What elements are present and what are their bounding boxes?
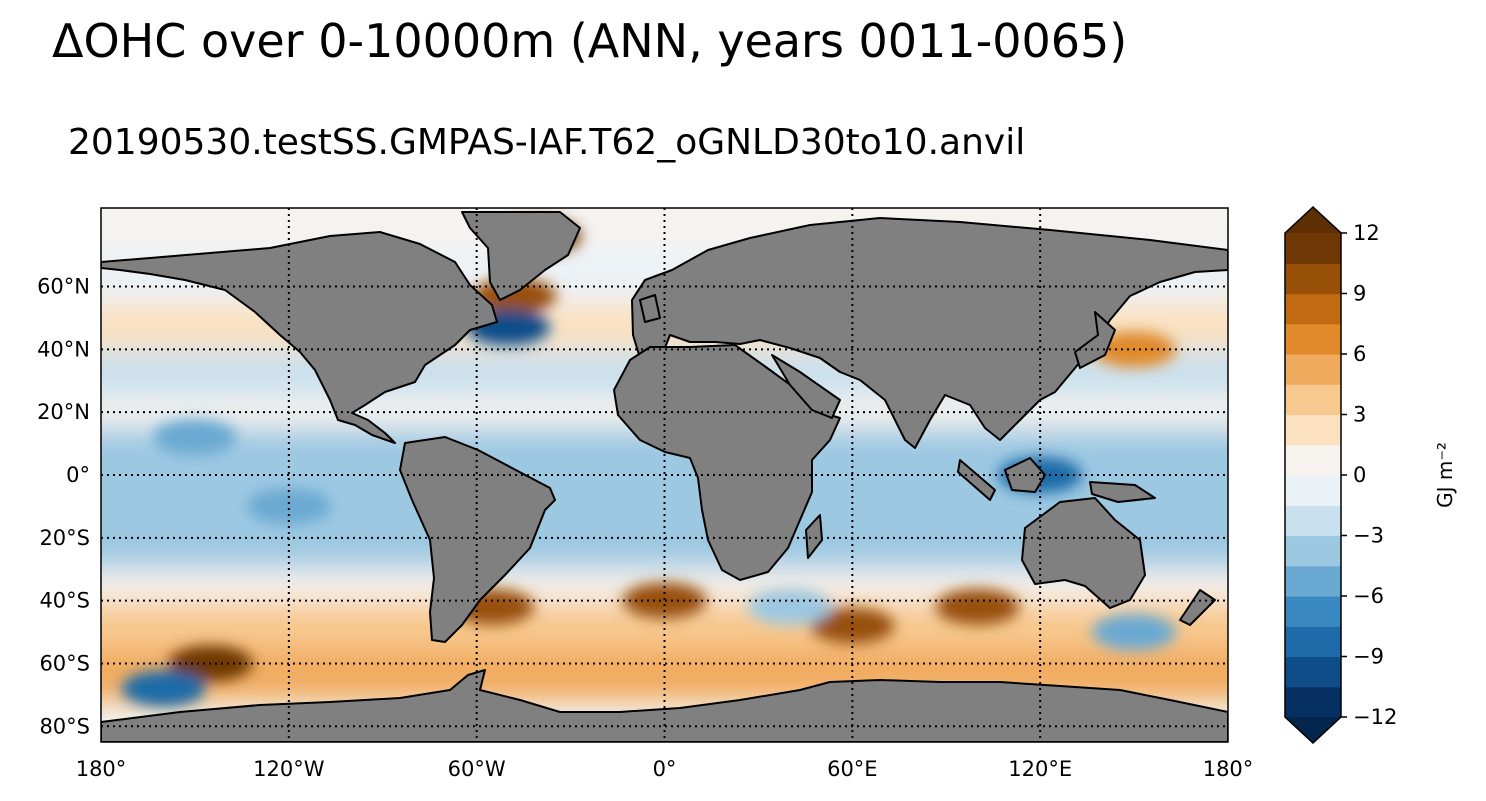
colorbar-segment	[1285, 444, 1341, 476]
lat-tick-label: 0°	[66, 463, 90, 487]
colorbar-segment	[1285, 505, 1341, 537]
land-arabia	[771, 354, 841, 419]
land-sumatra	[957, 459, 996, 501]
colorbar-tick-label: −9	[1353, 645, 1384, 669]
colorbar-segment	[1285, 354, 1341, 385]
field-anomaly	[622, 582, 707, 619]
lat-tick-label: 40°N	[37, 337, 90, 361]
lat-tick-label: 40°S	[39, 589, 90, 613]
colorbar-segment	[1285, 656, 1341, 688]
colorbar-tick-label: 9	[1353, 282, 1366, 306]
field-anomaly	[810, 607, 895, 644]
lon-tick-label: 0°	[653, 757, 677, 781]
lon-tick-labels: 180° 120°W 60°W 0° 60°E 120°E 180°	[76, 757, 1254, 781]
lon-tick-label: 120°W	[253, 757, 325, 781]
colorbar-tick-label: 6	[1353, 342, 1366, 366]
map-frame	[100, 207, 1229, 743]
lat-tick-labels: 60°N 40°N 20°N 0° 20°S 40°S 60°S 80°S	[37, 275, 90, 739]
colorbar-segment	[1285, 384, 1341, 416]
lon-tick-label: 60°W	[448, 757, 506, 781]
colorbar-label: GJ m⁻²	[1433, 442, 1457, 508]
land-greenland	[461, 211, 581, 301]
colorbar-tick-label: −3	[1353, 524, 1384, 548]
colorbar-segment	[1285, 565, 1341, 597]
colorbar-segment	[1285, 293, 1341, 325]
lon-tick-label: 180°	[1203, 757, 1254, 781]
field-anomaly	[1092, 614, 1177, 651]
lat-tick-label: 60°N	[37, 275, 90, 299]
field-anomaly	[121, 670, 206, 707]
land-africa	[613, 344, 841, 581]
gridlines	[101, 208, 1228, 742]
colorbar-extend-max	[1285, 207, 1341, 233]
land-antarctica	[101, 669, 1228, 742]
colorbar-tick-label: 0	[1353, 463, 1366, 487]
colorbar-tick-label: 3	[1353, 403, 1366, 427]
figure-subtitle: 20190530.testSS.GMPAS-IAF.T62_oGNLD30to1…	[68, 122, 1026, 163]
lat-tick-label: 20°S	[39, 526, 90, 550]
land-eurasia	[631, 217, 1228, 449]
land-australia	[1021, 497, 1146, 609]
colorbar-segment	[1285, 233, 1341, 264]
field-anomaly	[246, 488, 331, 525]
colorbar-segment	[1285, 626, 1341, 658]
field-anomaly	[747, 588, 832, 625]
colorbar-tick-label: −6	[1353, 584, 1384, 608]
land-uk	[639, 294, 661, 323]
colorbar: 12 9 6 3 0 −3 −6 −9 −12	[1284, 205, 1397, 745]
colorbar-segment	[1285, 535, 1341, 567]
land-new-zealand	[1179, 589, 1216, 626]
field-anomaly	[152, 419, 237, 456]
land-mask	[101, 211, 1228, 742]
figure-title: ΔOHC over 0-10000m (ANN, years 0011-0065…	[52, 14, 1128, 68]
lon-tick-label: 60°E	[827, 757, 878, 781]
land-japan	[1074, 311, 1116, 369]
colorbar-segment	[1285, 323, 1341, 355]
colorbar-segment	[1285, 475, 1341, 506]
lon-tick-label: 120°E	[1008, 757, 1072, 781]
colorbar-segment	[1285, 414, 1341, 446]
map-area	[101, 208, 1228, 742]
colorbar-segment	[1285, 686, 1341, 718]
colorbar-extend-min	[1285, 717, 1341, 743]
lat-tick-label: 80°S	[39, 714, 90, 738]
land-north-america	[101, 231, 498, 444]
colorbar-segment	[1285, 263, 1341, 295]
colorbar-tick-label: 12	[1353, 221, 1380, 245]
lon-tick-label: 180°	[76, 757, 127, 781]
land-madagascar	[805, 514, 823, 559]
land-new-guinea	[1089, 481, 1156, 503]
field-anomaly	[935, 588, 1020, 625]
lat-tick-label: 60°S	[39, 651, 90, 675]
colorbar-tick-label: −12	[1353, 705, 1397, 729]
colorbar-segment	[1285, 596, 1341, 627]
lat-tick-label: 20°N	[37, 400, 90, 424]
